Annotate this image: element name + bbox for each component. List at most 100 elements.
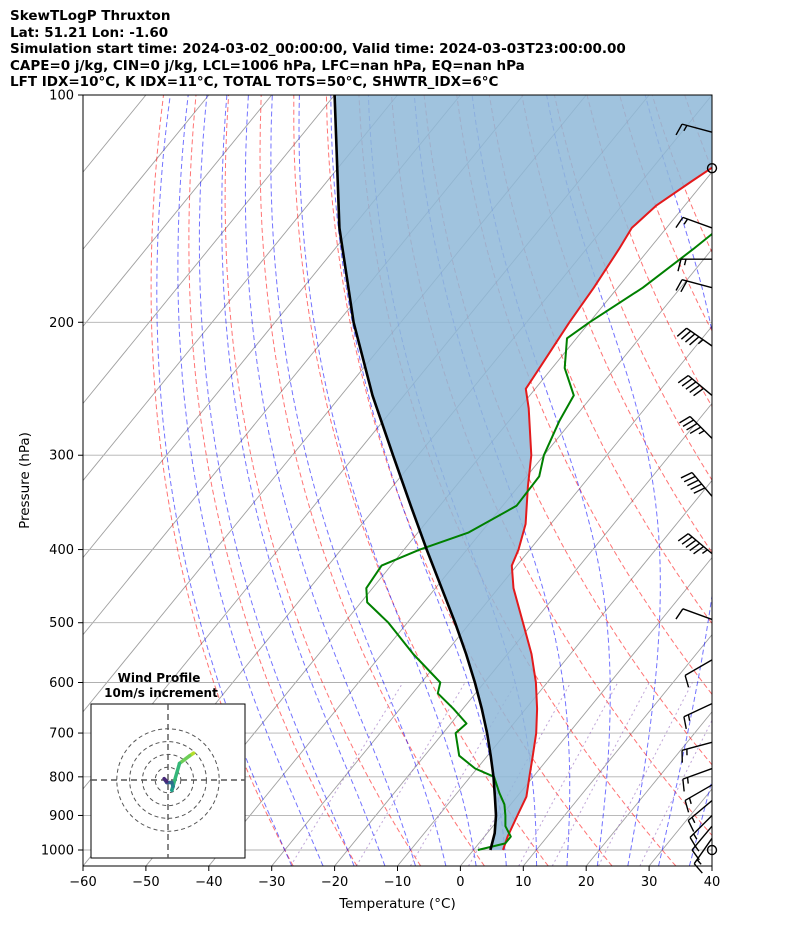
barb-feather: [687, 820, 695, 832]
dry-adiabat: [259, 95, 485, 866]
y-tick-label: 1000: [41, 844, 74, 859]
dry-adiabat: [488, 95, 712, 625]
barb-feather: [681, 536, 693, 545]
barb-feather: [689, 542, 701, 552]
isotherm-line: [334, 402, 712, 866]
barb-feather: [693, 863, 703, 874]
cape-line: CAPE=0 j/kg, CIN=0 j/kg, LCL=1006 hPa, L…: [10, 57, 525, 74]
barb-feather: [680, 471, 693, 479]
barb-feather: [693, 545, 704, 555]
temperature-line: [502, 166, 712, 851]
wind-barb: [675, 608, 713, 621]
x-tick-label: 10: [515, 875, 532, 890]
cape-cin-shading: [334, 95, 712, 850]
hodograph-title: Wind Profile: [118, 671, 201, 685]
barb-shaft: [693, 837, 713, 865]
barb-shaft: [686, 327, 713, 347]
isotherm-line: [83, 95, 335, 405]
barb-shaft: [689, 814, 713, 838]
index-line: LFT IDX=10°C, K IDX=11°C, TOTAL TOTS=50°…: [10, 74, 499, 90]
barb-feather: [680, 330, 692, 340]
hodograph-segment: [177, 753, 192, 766]
barb-shaft: [689, 415, 713, 439]
barb-half-feather: [701, 549, 708, 554]
wind-barb: [682, 767, 713, 792]
barb-feather: [683, 475, 696, 483]
dry-adiabat: [224, 95, 422, 866]
wind-barb: [677, 258, 712, 272]
y-tick-label: 600: [49, 676, 74, 691]
barb-half-feather: [691, 816, 696, 824]
x-tick-label: 40: [704, 875, 721, 890]
barb-half-feather: [683, 259, 687, 266]
axes: −60 −50 −40 −30 −20 −10 0 10 20 30 40 1000 900 800 700…: [17, 89, 720, 913]
wind-barb: [680, 471, 713, 497]
barb-feather: [684, 675, 690, 688]
barb-half-feather: [688, 797, 692, 805]
wind-barb: [675, 123, 713, 136]
dry-adiabat: [150, 95, 294, 866]
moist-adiabat: [471, 95, 611, 866]
barb-half-feather: [686, 777, 689, 784]
barb-feather: [685, 381, 697, 390]
isotherm-line: [522, 633, 712, 866]
barb-feather: [689, 384, 701, 393]
wind-barb: [676, 327, 713, 347]
moist-adiabat: [546, 95, 661, 866]
barb-feather: [682, 779, 685, 792]
x-tick-label: −30: [258, 875, 285, 890]
barb-shaft: [682, 767, 713, 780]
barb-half-feather: [683, 218, 689, 225]
cin-shaded-area: [334, 95, 712, 850]
dry-adiabat: [188, 95, 358, 866]
y-tick-label: 300: [49, 449, 74, 464]
barb-feather: [687, 479, 699, 487]
barb-feather: [677, 259, 682, 272]
barb-feather: [684, 333, 696, 343]
isotherm-line: [460, 556, 712, 866]
location-line: Lat: 51.21 Lon: -1.60: [10, 24, 169, 41]
barb-feather: [675, 216, 684, 228]
wind-barb: [689, 814, 713, 849]
barb-feather: [677, 374, 689, 384]
moist-adiabat: [221, 95, 386, 866]
barb-half-feather: [683, 125, 688, 132]
x-tick-label: 30: [641, 875, 658, 890]
wind-barb: [675, 279, 713, 293]
barb-feather: [693, 387, 704, 397]
moist-adiabat: [270, 95, 447, 866]
barb-shaft: [683, 703, 713, 718]
dry-adiabat: [521, 95, 712, 554]
wind-barb: [683, 703, 713, 730]
barb-feather: [682, 419, 694, 427]
barb-feather: [676, 327, 688, 337]
x-tick-label: 0: [456, 875, 464, 890]
y-tick-label: 900: [49, 809, 74, 824]
sounding-profiles: [333, 95, 712, 851]
dry-adiabat: [325, 95, 613, 866]
barb-shaft: [682, 608, 713, 621]
barb-shaft: [684, 784, 713, 802]
chart-header: SkewTLogP Thruxton Lat: 51.21 Lon: -1.60…: [10, 8, 790, 91]
barb-feather: [675, 608, 684, 620]
mixing-ratio-line: [355, 682, 466, 866]
barb-feather: [689, 426, 702, 435]
wind-barb: [684, 784, 713, 813]
barb-shaft: [684, 659, 713, 676]
barb-feather: [683, 716, 687, 730]
hodograph-plot: [91, 704, 245, 858]
barb-feather: [685, 539, 697, 548]
barb-shaft: [687, 800, 713, 822]
y-tick-label: 800: [49, 770, 74, 785]
barb-feather: [693, 487, 706, 494]
wind-barb: [687, 800, 713, 832]
moist-adiabat: [244, 95, 416, 866]
wind-barb: [677, 374, 713, 397]
wind-barb: [675, 216, 713, 229]
moist-adiabat: [177, 95, 324, 866]
barb-feather: [691, 849, 700, 861]
isotherm-line: [711, 865, 712, 866]
dry-adiabat: [750, 95, 794, 866]
